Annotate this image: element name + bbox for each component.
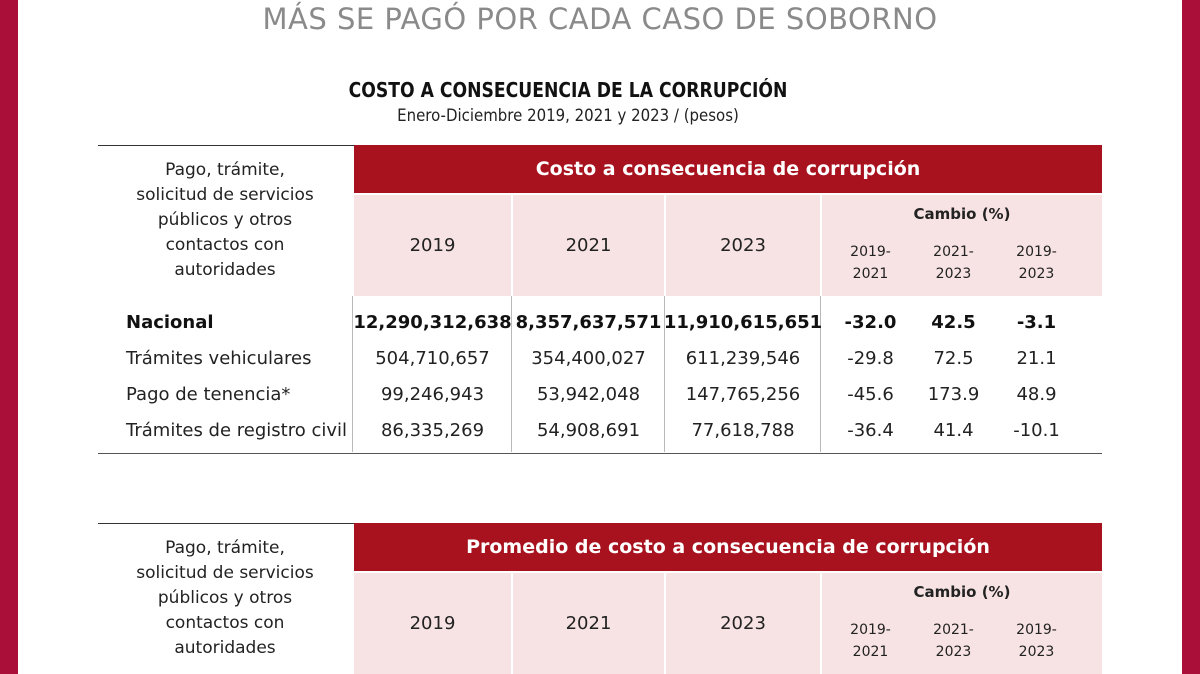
change-2021-2023: 41.4 [933,419,974,441]
value-2021: 354,400,027 [531,347,646,369]
right-frame-border [1182,0,1200,674]
period-header-2021-2023: 2021- 2023 [933,244,974,282]
value-2023: 611,239,546 [685,347,801,369]
concept-column-header: Pago, trámite, solicitud de servicios pú… [136,160,314,280]
table-subtitle: Enero-Diciembre 2019, 2021 y 2023 / (pes… [397,106,739,126]
year-header-2021: 2021 [565,235,612,256]
change-2021-2023: 173.9 [927,383,980,405]
change-2019-2023: -3.1 [1016,311,1057,333]
value-2021: 8,357,637,571 [515,311,662,333]
change-2021-2023: 72.5 [933,347,974,369]
value-2023: 147,765,256 [685,383,801,405]
header-divider [664,573,666,674]
column-divider [511,296,512,452]
header-divider [511,573,513,674]
header-divider [820,195,822,296]
change-header: Cambio (%) [913,205,1011,223]
concept-column-header: Pago, trámite, solicitud de servicios pú… [136,538,314,658]
value-2021: 53,942,048 [536,383,641,405]
column-divider [664,296,665,452]
subheader-area [354,573,1102,674]
value-2019: 504,710,657 [375,347,490,369]
change-2019-2021: -32.0 [844,311,897,333]
period-header-2019-2023: 2019- 2023 [1016,244,1057,282]
table-row: Trámites de registro civil 86,335,269 54… [98,412,1102,448]
period-header-2021-2023: 2021- 2023 [933,622,974,660]
change-2019-2021: -45.6 [847,383,894,405]
cost-table: Pago, trámite, solicitud de servicios pú… [98,145,1102,455]
row-label: Pago de tenencia* [126,383,291,405]
change-2019-2023: -10.1 [1013,419,1060,441]
change-2019-2021: -36.4 [847,419,894,441]
row-label: Trámites vehiculares [126,347,312,369]
change-2021-2023: 42.5 [931,311,976,333]
header-divider [511,195,513,296]
value-2023: 77,618,788 [691,419,795,441]
change-2019-2021: -29.8 [847,347,894,369]
row-label: Trámites de registro civil [126,419,348,441]
headline: MÁS SE PAGÓ POR CADA CASO DE SOBORNO [262,2,938,36]
group-header-bar: Promedio de costo a consecuencia de corr… [354,523,1102,571]
year-header-2023: 2023 [720,235,766,256]
value-2019: 99,246,943 [380,383,485,405]
row-label: Nacional [126,311,214,333]
value-2019: 12,290,312,638 [353,311,512,333]
header-divider [664,195,666,296]
period-header-2019-2021: 2019- 2021 [850,244,891,282]
column-divider [820,296,821,452]
average-cost-table: Pago, trámite, solicitud de servicios pú… [98,523,1102,674]
period-header-2019-2023: 2019- 2023 [1016,622,1057,660]
period-header-2019-2021: 2019- 2021 [850,622,891,660]
table-row: Pago de tenencia* 99,246,943 53,942,048 … [98,376,1102,412]
table-row: Nacional 12,290,312,638 8,357,637,571 11… [98,304,1102,340]
change-2019-2023: 21.1 [1016,347,1057,369]
value-2021: 54,908,691 [536,419,641,441]
table-row: Trámites vehiculares 504,710,657 354,400… [98,340,1102,376]
value-2023: 11,910,615,651 [663,311,823,333]
year-header-2023: 2023 [720,613,766,634]
value-2019: 86,335,269 [380,419,485,441]
change-header: Cambio (%) [913,583,1011,601]
change-2019-2023: 48.9 [1016,383,1057,405]
year-header-2019: 2019 [409,235,456,256]
year-header-2021: 2021 [565,613,612,634]
year-header-2019: 2019 [409,613,456,634]
column-divider [352,296,353,452]
left-frame-border [0,0,18,674]
header-divider [820,573,822,674]
subheader-area [354,195,1102,296]
table-bottom-rule [98,453,1102,454]
group-header-bar: Costo a consecuencia de corrupción [354,145,1102,193]
table-title: COSTO A CONSECUENCIA DE LA CORRUPCIÓN [348,78,788,102]
